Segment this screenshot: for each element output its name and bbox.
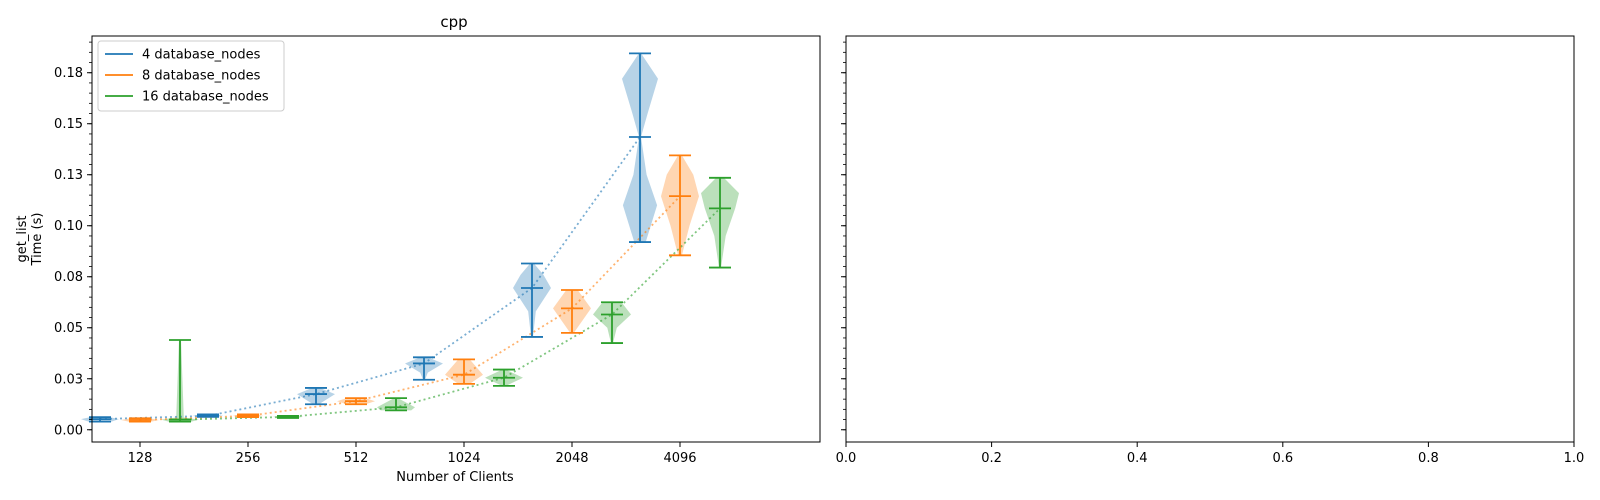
legend-label: 4 database_nodes xyxy=(142,48,261,63)
right-x-tick-label: 0.4 xyxy=(1127,451,1148,466)
left-axes-frame xyxy=(91,35,821,443)
y-ticks: 0.00 0.03 0.05 0.08 0.10 0.13 0.15 0.18 xyxy=(54,41,92,438)
x-tick-label: 1024 xyxy=(447,451,480,466)
x-tick-label: 4096 xyxy=(663,451,696,466)
trend-lines-layer xyxy=(99,136,721,421)
right-x-tick-label: 0.8 xyxy=(1418,451,1439,466)
right-y-ticks xyxy=(841,41,846,431)
left-chart: cpp 0.00 0.03 0.05 0.08 0.10 0.13 0.15 0.18 128… xyxy=(15,13,821,485)
right-x-tick-label: 0.6 xyxy=(1272,451,1293,466)
x-tick-label: 2048 xyxy=(555,451,588,466)
whiskers-layer xyxy=(89,52,731,423)
legend: 4 database_nodes 8 database_nodes 16 datab… xyxy=(97,40,285,112)
x-tick-label: 256 xyxy=(236,451,261,466)
y-tick-label: 0.13 xyxy=(54,168,83,183)
y-axis-label-line2: Time (s) xyxy=(30,213,45,267)
y-tick-label: 0.10 xyxy=(54,219,83,234)
legend-box xyxy=(97,40,285,112)
x-axis-label: Number of Clients xyxy=(396,470,514,485)
y-tick-label: 0.00 xyxy=(54,423,83,438)
right-x-tick-label: 0.0 xyxy=(836,451,857,466)
median-trend-line xyxy=(139,195,681,421)
y-tick-label: 0.08 xyxy=(54,270,83,285)
legend-label: 8 database_nodes xyxy=(142,69,261,84)
legend-entries: 4 database_nodes 8 database_nodes 16 datab… xyxy=(105,48,269,105)
y-tick-label: 0.03 xyxy=(54,372,83,387)
x-ticks: 128 256 512 1024 2048 4096 xyxy=(128,442,697,466)
median-trend-line xyxy=(179,207,721,421)
right-x-tick-label: 0.2 xyxy=(981,451,1002,466)
right-chart: 0.0 0.2 0.4 0.6 0.8 1.0 xyxy=(836,35,1585,466)
y-tick-label: 0.15 xyxy=(54,117,83,132)
y-tick-label: 0.18 xyxy=(54,66,83,81)
x-tick-label: 512 xyxy=(344,451,369,466)
legend-label: 16 database_nodes xyxy=(142,90,269,105)
right-axes-frame xyxy=(845,35,1575,443)
y-axis-label-line1: get_list xyxy=(15,216,30,263)
y-tick-label: 0.05 xyxy=(54,321,83,336)
median-trend-line xyxy=(99,136,641,420)
x-tick-label: 128 xyxy=(128,451,153,466)
chart-title: cpp xyxy=(440,13,467,31)
right-x-tick-label: 1.0 xyxy=(1564,451,1585,466)
right-x-ticks: 0.0 0.2 0.4 0.6 0.8 1.0 xyxy=(836,442,1585,466)
